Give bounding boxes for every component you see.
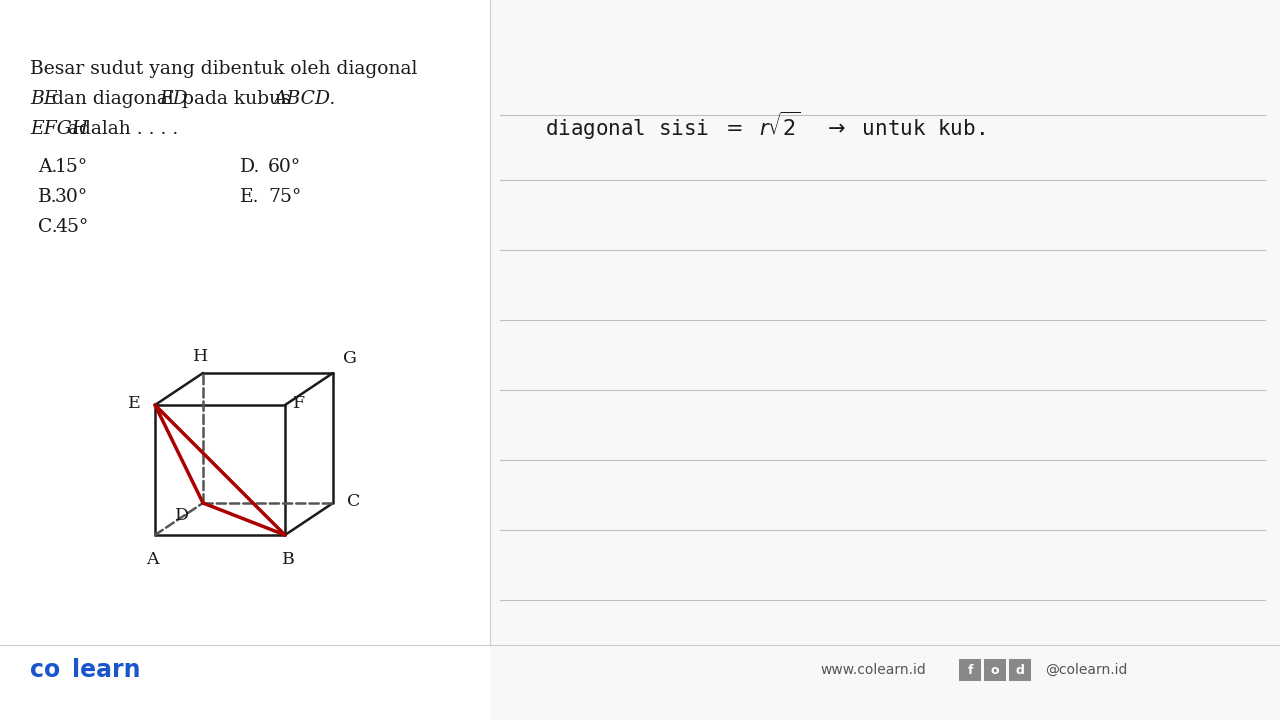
- Text: E.: E.: [241, 188, 260, 206]
- Text: Besar sudut yang dibentuk oleh diagonal: Besar sudut yang dibentuk oleh diagonal: [29, 60, 417, 78]
- Text: ABCD.: ABCD.: [273, 90, 335, 108]
- Text: BE: BE: [29, 90, 58, 108]
- Text: D: D: [175, 507, 189, 524]
- Text: B: B: [282, 551, 294, 568]
- Text: 75°: 75°: [268, 188, 301, 206]
- Text: H: H: [193, 348, 209, 365]
- Text: 60°: 60°: [268, 158, 301, 176]
- Text: f: f: [968, 664, 973, 677]
- Text: pada kubus: pada kubus: [175, 90, 297, 108]
- Text: d: d: [1015, 664, 1024, 677]
- Text: C.: C.: [38, 218, 58, 236]
- Text: ED: ED: [160, 90, 188, 108]
- Text: G: G: [343, 350, 357, 367]
- Text: A.: A.: [38, 158, 58, 176]
- FancyBboxPatch shape: [959, 659, 980, 681]
- Text: 15°: 15°: [55, 158, 88, 176]
- Text: EFGH: EFGH: [29, 120, 88, 138]
- Bar: [0, 0, 490, 720]
- Text: A: A: [146, 551, 159, 568]
- Text: learn: learn: [72, 658, 141, 682]
- Text: 45°: 45°: [55, 218, 88, 236]
- Bar: [490, 0, 1280, 720]
- Text: co: co: [29, 658, 60, 682]
- Text: B.: B.: [38, 188, 58, 206]
- Text: dan diagonal: dan diagonal: [46, 90, 180, 108]
- Text: F: F: [293, 395, 305, 412]
- Text: D.: D.: [241, 158, 260, 176]
- FancyBboxPatch shape: [1009, 659, 1030, 681]
- Text: E: E: [128, 395, 141, 412]
- Text: o: o: [991, 664, 1000, 677]
- Text: 30°: 30°: [55, 188, 88, 206]
- Text: adalah . . . .: adalah . . . .: [63, 120, 179, 138]
- Text: diagonal sisi $=$ $r\sqrt{2}$  $\rightarrow$ untuk kub.: diagonal sisi $=$ $r\sqrt{2}$ $\rightarr…: [545, 109, 984, 142]
- Text: C: C: [347, 492, 361, 510]
- FancyBboxPatch shape: [984, 659, 1006, 681]
- Text: @colearn.id: @colearn.id: [1044, 663, 1128, 677]
- Text: www.colearn.id: www.colearn.id: [820, 663, 925, 677]
